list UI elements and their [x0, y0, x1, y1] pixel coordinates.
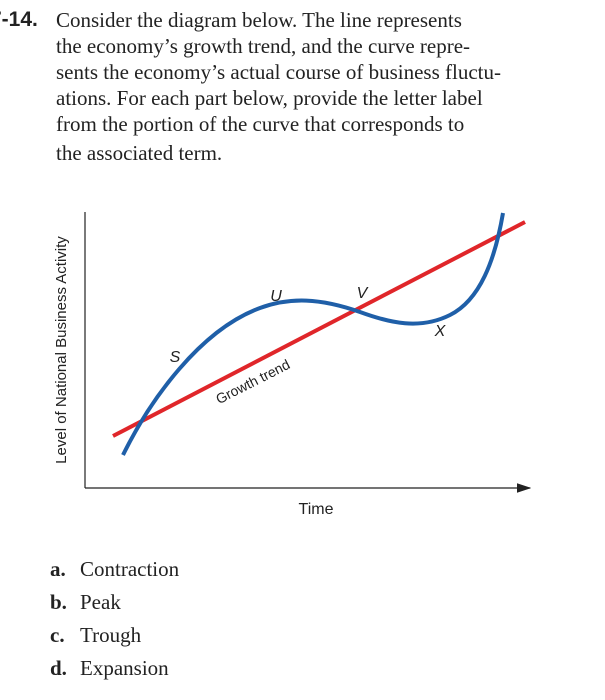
part-text: Expansion [80, 656, 169, 680]
growth-trend-line [112, 220, 526, 438]
part: a. Contraction [50, 557, 179, 582]
part-letter: b. [50, 590, 67, 614]
question-line: from the portion of the curve that corre… [56, 112, 465, 136]
question-line: sents the economy’s actual course of bus… [56, 60, 501, 84]
part-letter: d. [50, 656, 67, 680]
point-label: U [270, 288, 282, 305]
business-cycle-curve [121, 212, 505, 456]
part: b. Peak [50, 590, 121, 615]
part-text: Peak [80, 590, 121, 614]
part: d. Expansion [50, 656, 169, 681]
question-line: Consider the diagram below. The line rep… [56, 8, 462, 32]
part-text: Contraction [80, 557, 180, 581]
point-label: X [434, 323, 447, 340]
part-letter: a. [50, 557, 66, 581]
diagram: Level of National Business Activity Time… [53, 212, 532, 518]
part-letter: c. [50, 623, 65, 647]
part: c. Trough [50, 623, 141, 648]
part-text: Trough [80, 623, 142, 647]
question-line: the economy’s growth trend, and the curv… [56, 34, 471, 58]
point-label: S [170, 349, 181, 366]
point-label: V [357, 285, 369, 302]
x-axis-label: Time [299, 501, 334, 518]
problem-number: 7-14. [0, 8, 38, 31]
question-line: ations. For each part below, provide the… [56, 86, 483, 110]
question-line: the associated term. [56, 141, 223, 165]
y-axis-label: Level of National Business Activity [53, 236, 70, 464]
